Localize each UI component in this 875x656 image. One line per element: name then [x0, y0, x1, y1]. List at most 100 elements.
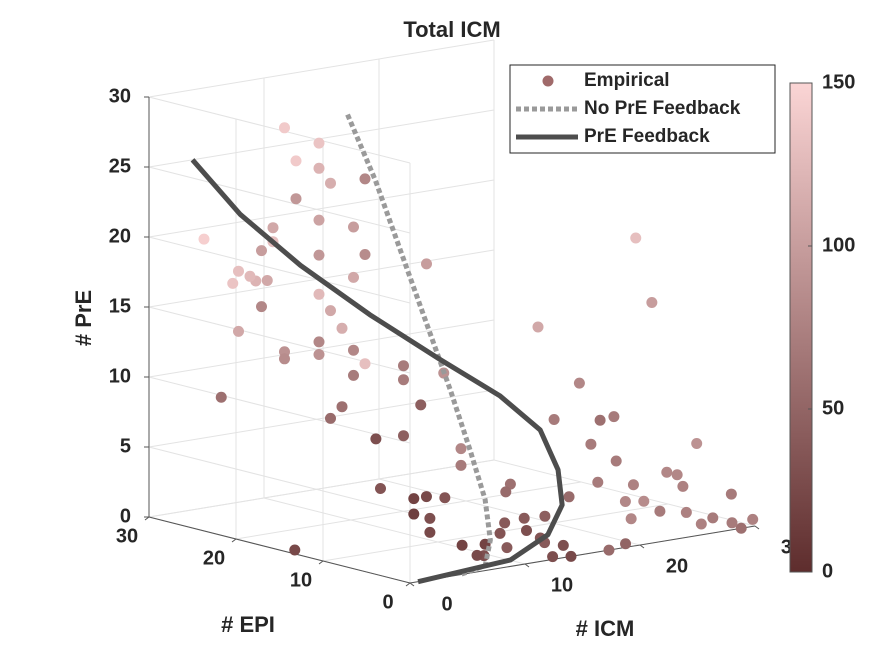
data-line: [345, 113, 493, 578]
y-tick-label: 10: [290, 569, 312, 591]
data-point: [348, 221, 359, 233]
grid-line: [148, 376, 411, 444]
grid-line: [148, 319, 495, 378]
data-point: [521, 524, 532, 536]
data-point: [313, 349, 325, 360]
data-point: [455, 459, 467, 471]
data-point: [455, 443, 467, 455]
z-tick-label: 15: [109, 295, 131, 317]
data-point: [627, 479, 639, 491]
data-point: [625, 513, 637, 525]
z-tick-label: 10: [109, 365, 131, 387]
colorbar-tick-label: 150: [822, 71, 855, 93]
data-point: [313, 162, 325, 174]
data-point: [691, 438, 703, 450]
data-point: [695, 518, 707, 530]
data-point: [501, 542, 513, 554]
data-point: [424, 512, 436, 524]
data-point: [563, 491, 575, 503]
data-point: [348, 271, 359, 283]
x-tick-label: 10: [551, 574, 573, 596]
data-point: [456, 539, 468, 551]
data-point: [671, 469, 683, 481]
data-point: [244, 270, 256, 282]
data-point: [290, 155, 302, 167]
grid-line: [148, 446, 411, 514]
data-point: [348, 344, 359, 356]
data-point: [619, 496, 631, 507]
data-point: [726, 517, 738, 529]
tick-mark: [524, 563, 530, 568]
data-point: [420, 491, 432, 503]
x-axis-label: # ICM: [576, 616, 635, 641]
data-point: [680, 506, 692, 518]
data-point: [336, 322, 348, 334]
x-tick-label: 0: [441, 593, 452, 615]
data-point: [289, 544, 301, 556]
data-point: [608, 411, 620, 423]
data-point: [227, 277, 239, 289]
axis-line: [148, 516, 411, 584]
colorbar-tick-label: 0: [822, 560, 833, 582]
z-tick-label: 20: [109, 225, 131, 247]
data-point: [398, 430, 409, 442]
data-point: [256, 301, 267, 313]
data-point: [677, 480, 689, 492]
data-point: [594, 414, 606, 426]
legend-label: No PrE Feedback: [584, 98, 741, 119]
data-point: [585, 438, 597, 450]
data-point: [313, 336, 325, 348]
data-point: [256, 245, 267, 257]
data-point: [592, 476, 604, 488]
tick-mark: [639, 544, 645, 549]
data-point: [313, 214, 325, 226]
data-point: [325, 412, 336, 424]
y-tick-label: 20: [203, 547, 225, 569]
data-point: [707, 512, 719, 524]
data-point: [290, 193, 302, 205]
data-point: [421, 258, 432, 270]
legend-label: PrE Feedback: [584, 126, 710, 147]
data-point: [573, 377, 585, 389]
tick-mark: [231, 538, 237, 543]
x-tick-label: 20: [666, 555, 688, 577]
data-point: [267, 222, 279, 234]
data-point: [408, 493, 420, 505]
data-point: [313, 137, 325, 149]
colorbar-tick-label: 100: [822, 234, 855, 256]
data-point: [661, 466, 673, 478]
data-point: [539, 510, 551, 522]
legend-marker: [542, 75, 554, 87]
data-point: [725, 488, 737, 500]
grid-line: [148, 39, 495, 98]
data-point: [500, 486, 512, 498]
data-point: [375, 483, 386, 494]
data-point: [398, 360, 409, 372]
data-point: [620, 538, 632, 550]
data-point: [198, 233, 210, 245]
data-point: [279, 353, 290, 365]
data-point: [603, 544, 615, 556]
z-tick-label: 25: [109, 155, 131, 177]
z-axis-label: # PrE: [71, 290, 96, 346]
data-point: [518, 512, 530, 524]
grid-line: [148, 166, 411, 234]
y-tick-label: 30: [116, 525, 138, 547]
y-axis-label: # EPI: [221, 612, 275, 637]
y-tick-label: 0: [382, 591, 393, 613]
tick-mark: [754, 525, 760, 530]
z-tick-label: 30: [109, 85, 131, 107]
data-point: [415, 399, 427, 411]
data-point: [313, 288, 325, 300]
colorbar-tick-label: 50: [822, 397, 844, 419]
data-point: [408, 508, 420, 520]
data-point: [370, 433, 382, 445]
data-line: [190, 158, 565, 585]
axis-line: [409, 525, 756, 584]
data-point: [359, 249, 371, 260]
data-point: [499, 517, 511, 529]
grid-line: [378, 478, 641, 546]
data-point: [359, 173, 371, 185]
grid-line: [148, 389, 495, 448]
